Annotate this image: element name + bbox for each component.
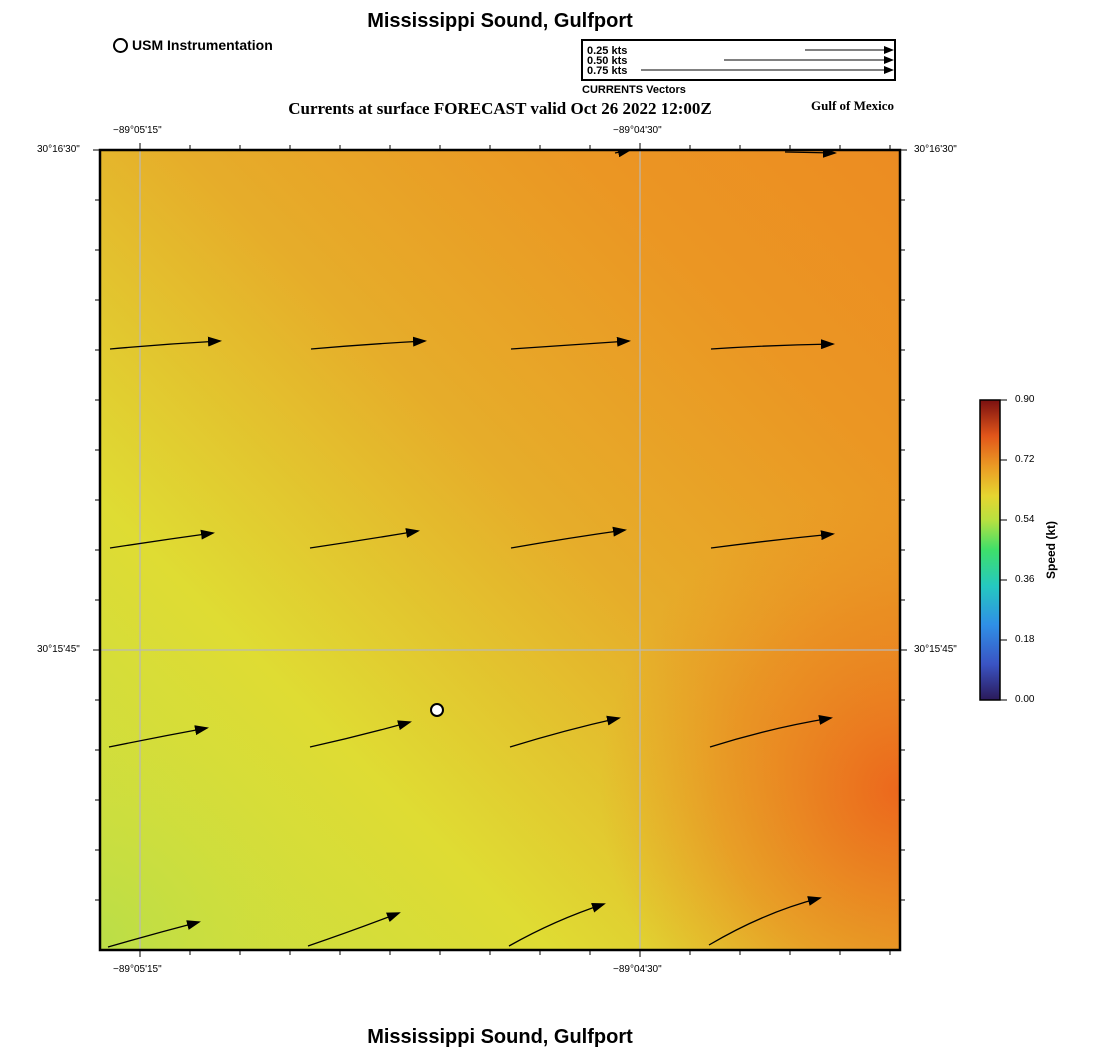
map-title: Mississippi Sound, Gulfport [367,10,633,32]
colorbar-tick-label: 0.54 [1015,514,1035,525]
lon-tick-label: −89°04'30" [613,964,662,975]
footer-title: Mississippi Sound, Gulfport [367,1026,633,1048]
station-legend-label: USM Instrumentation [132,37,273,53]
colorbar [979,399,1001,701]
gridlines [100,150,900,950]
current-vector-arrow-icon [108,725,209,748]
lon-tick-label: −89°05'15" [113,125,162,136]
lat-tick-label: 30°16'30" [914,144,957,155]
colorbar-tick-label: 0.72 [1015,454,1035,465]
vector-scale-label: 0.75 kts [587,65,628,77]
vector-scale-label: 0.25 kts [587,45,628,57]
lon-tick-label: −89°05'15" [113,964,162,975]
station-marker-icon [113,37,128,53]
current-vector-arrow-icon [107,920,201,948]
speed-field-low-area [100,150,900,950]
current-vector-arrow-icon [109,336,222,350]
current-vector-arrow-icon [309,720,412,748]
current-vector-arrow-icon [710,339,835,350]
station-legend: USM Instrumentation [113,37,273,53]
colorbar-ticks [1000,399,1007,701]
colorbar-tick-label: 0.36 [1015,574,1035,585]
lat-tick-label: 30°15'45" [37,644,80,655]
vector-caption: CURRENTS Vectors [582,84,686,96]
current-vector-arrow-icon [510,336,631,350]
lat-tick-label: 30°16'30" [37,144,80,155]
current-vector-arrow-icon [310,336,427,350]
vector-scale-label: 0.50 kts [587,55,628,67]
station-marker-icon[interactable] [430,703,444,717]
colorbar-title: Speed (kt) [1044,520,1058,580]
colorbar-tick-label: 0.18 [1015,634,1035,645]
region-label: Gulf of Mexico [811,98,895,113]
lon-tick-label: −89°04'30" [613,125,662,136]
current-vector-arrow-icon [307,912,401,947]
current-vector-arrow-icon [508,902,606,947]
current-vector-arrow-icon [784,150,837,158]
colorbar-tick-label: 0.00 [1015,694,1035,705]
map-subtitle: Currents at surface FORECAST valid Oct 2… [288,99,712,118]
current-vector-arrow-icon [309,528,420,549]
current-vectors [107,150,837,948]
current-vector-arrow-icon [708,896,822,946]
lat-tick-label: 30°15'45" [914,644,957,655]
current-vector-arrow-icon [709,715,833,748]
current-vector-arrow-icon [510,526,627,549]
current-vector-arrow-icon [109,529,215,549]
colorbar-tick-label: 0.90 [1015,394,1035,405]
current-vector-arrow-icon [710,530,835,549]
vector-scale-legend: 0.25 kts 0.50 kts 0.75 kts [581,39,896,81]
vector-scale-arrows [641,46,894,74]
current-vector-arrow-icon [509,715,621,748]
frame-ticks [93,143,907,957]
